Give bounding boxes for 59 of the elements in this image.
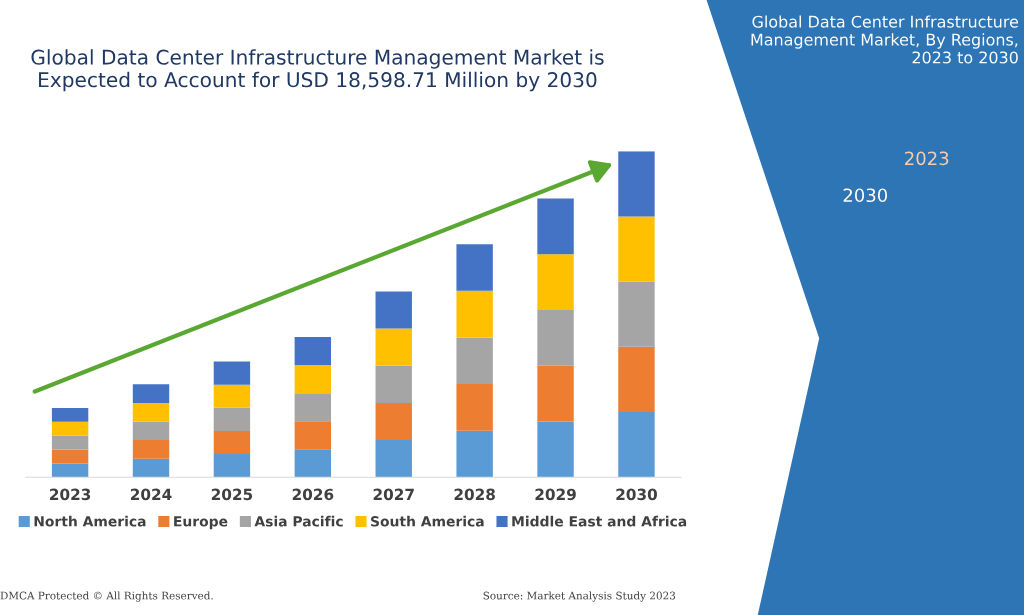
x-tick-label: 2025 <box>211 488 253 501</box>
bar <box>375 440 412 478</box>
bar <box>51 407 89 422</box>
bar <box>51 421 89 436</box>
bar <box>51 435 89 450</box>
x-tick-label: 2026 <box>292 488 334 501</box>
bar <box>132 402 170 422</box>
legend-label: Middle East and Africa <box>512 515 687 527</box>
bar <box>213 361 251 385</box>
legend-label: South America <box>371 515 484 527</box>
bar <box>375 328 412 366</box>
x-tick-label: 2030 <box>616 488 657 501</box>
bar <box>132 440 170 459</box>
bar <box>537 198 574 255</box>
bar <box>456 244 493 291</box>
x-tick-label: 2028 <box>454 488 495 501</box>
x-tick-label: 2027 <box>373 488 414 501</box>
bar <box>537 254 574 311</box>
bar <box>456 384 493 431</box>
legend-label: North America <box>34 515 146 527</box>
legend-label: Europe <box>174 516 228 530</box>
bar <box>51 463 89 478</box>
bar <box>537 421 574 478</box>
bar <box>375 402 412 441</box>
text: 2030 <box>843 188 888 203</box>
bar <box>213 454 251 478</box>
bar <box>618 346 655 413</box>
bar <box>132 384 170 403</box>
text: Global Data Center Infrastructure Management Market, By Regions, 2023 to 2030 <box>751 15 1019 64</box>
bar <box>213 384 251 408</box>
bar <box>51 449 89 464</box>
bar <box>294 393 332 422</box>
bar <box>294 421 332 450</box>
bar <box>537 365 574 422</box>
text: DMCA Protected © All Rights Reserved. <box>0 591 213 602</box>
legend-label: Asia Pacific <box>254 515 343 527</box>
bar <box>375 365 412 403</box>
source-note: Source: Market Analysis Study 2023 <box>483 591 676 602</box>
bar <box>456 337 493 385</box>
bar <box>132 458 170 478</box>
bar <box>456 430 493 478</box>
bar <box>618 281 655 347</box>
bar <box>456 290 493 338</box>
bar <box>618 151 655 217</box>
bar <box>294 365 332 394</box>
bar <box>375 291 412 329</box>
bar <box>294 449 332 478</box>
bar <box>618 412 655 478</box>
x-tick-label: 2023 <box>50 488 91 501</box>
text: 2023 <box>905 151 949 166</box>
bar <box>537 310 574 366</box>
chart-title: Global Data Center Infrastructure Management Market is Expected to Account for USD 18,598.71 Million by 2030 <box>31 49 604 92</box>
bar <box>294 337 332 366</box>
bar <box>213 407 251 431</box>
x-tick-label: 2024 <box>130 488 172 501</box>
bar <box>618 216 655 282</box>
bar <box>213 430 251 455</box>
bar <box>132 421 170 441</box>
x-tick-label: 2029 <box>535 488 576 501</box>
